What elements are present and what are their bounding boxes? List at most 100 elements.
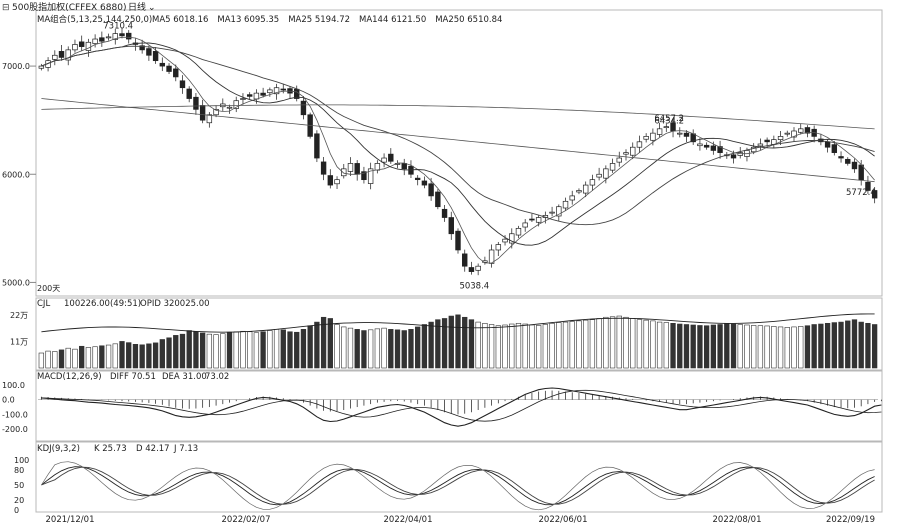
volume-bar <box>596 318 602 369</box>
volume-bar <box>105 344 112 369</box>
macd-lines <box>41 387 882 427</box>
candle <box>831 144 838 153</box>
candle <box>341 168 347 177</box>
volume-bar <box>522 323 528 369</box>
candle <box>677 132 683 135</box>
volume-bar <box>99 345 105 369</box>
candle <box>683 132 690 137</box>
macd-dea: DEA 31.00 <box>162 372 207 382</box>
ma-value: MA144 6121.50 <box>359 15 426 25</box>
volume-bar <box>381 327 387 369</box>
candle <box>475 265 481 271</box>
volume-bar <box>804 325 811 369</box>
candle <box>314 133 320 159</box>
candle <box>549 211 555 214</box>
candle <box>791 130 797 138</box>
candle <box>697 143 703 147</box>
date-tick-label: 2022/06/01 <box>539 515 588 525</box>
price-moving-averages <box>41 36 875 264</box>
candle <box>173 68 179 78</box>
volume-bar <box>394 329 401 369</box>
candle <box>226 106 233 109</box>
volume-bar <box>690 324 696 369</box>
volume-bar <box>710 324 717 369</box>
volume-bar <box>697 325 703 369</box>
volume-bar <box>858 321 864 369</box>
volume-bar <box>811 324 817 369</box>
candle <box>764 139 770 143</box>
candle <box>569 195 575 201</box>
volume-tick-label: 22万 <box>10 311 28 320</box>
candle <box>347 163 354 172</box>
candle <box>267 89 273 94</box>
candle <box>777 136 784 140</box>
period-selector[interactable]: 日线 <box>128 1 146 13</box>
volume-bar <box>374 328 381 369</box>
candle <box>159 62 166 67</box>
kdj-tick-label: 0 <box>14 506 19 515</box>
price-annotation: 6434.2 <box>654 116 684 126</box>
volume-bar <box>213 334 219 369</box>
kdj-d: D 42.17 <box>136 444 170 454</box>
volume-bar <box>764 325 770 369</box>
volume-bar <box>703 325 710 369</box>
volume-bar <box>52 351 58 369</box>
date-tick-label: 2022/09/19 <box>826 515 875 525</box>
volume-bar <box>139 344 145 369</box>
candle <box>233 100 239 109</box>
volume-bar <box>717 324 723 369</box>
date-tick-label: 2022/04/01 <box>384 515 433 525</box>
volume-bar <box>455 314 461 369</box>
candle <box>717 146 723 153</box>
price-annotation: 5038.4 <box>459 281 489 291</box>
volume-bar <box>475 321 481 369</box>
candle <box>139 45 145 51</box>
candle <box>656 128 663 135</box>
volume-bar <box>683 324 690 369</box>
volume-bar <box>401 330 407 369</box>
volume-bar <box>65 347 71 369</box>
volume-bar <box>179 333 186 369</box>
volume-bar <box>58 349 65 369</box>
volume-bar <box>757 325 764 369</box>
window-icon[interactable]: ⊟ <box>2 3 10 13</box>
candle <box>562 200 569 209</box>
volume-bar <box>509 323 515 369</box>
volume-bar <box>616 315 622 369</box>
kdj-tick-label: 100 <box>14 456 29 465</box>
candle <box>488 249 495 264</box>
candle <box>72 44 78 51</box>
candle <box>105 36 112 39</box>
macd-label: MACD(12,26,9) <box>37 372 102 382</box>
candle <box>784 132 790 135</box>
candle <box>166 65 172 72</box>
volume-bar <box>287 331 293 369</box>
candle <box>213 109 219 116</box>
volume-bar <box>730 323 737 369</box>
volume-bar <box>233 331 239 369</box>
candle <box>253 92 260 100</box>
volume-bar <box>636 319 643 369</box>
candle <box>495 244 502 251</box>
chevron-down-icon[interactable]: ⌄ <box>148 3 156 13</box>
volume-bar <box>273 329 280 369</box>
volume-bar <box>240 330 246 369</box>
day-count-label: 200天 <box>37 284 60 293</box>
volume-bar <box>488 324 495 369</box>
volume-bar <box>851 319 858 369</box>
price-annotation: 7310.4 <box>103 22 133 32</box>
macd-panel-frame <box>35 370 883 442</box>
kdj-tick-label: 50 <box>14 481 24 490</box>
volume-bar <box>529 324 535 369</box>
candle <box>462 253 468 267</box>
candle <box>421 180 428 186</box>
volume-bar <box>45 350 51 369</box>
candle <box>240 98 246 100</box>
opid-value: OPID 320025.00 <box>140 299 210 309</box>
candle <box>804 127 811 134</box>
candle <box>871 190 878 199</box>
date-axis: 2021/12/01 2022/02/07 2022/04/01 2022/06/01… <box>46 515 876 525</box>
candle <box>845 158 851 164</box>
candle <box>152 51 159 62</box>
